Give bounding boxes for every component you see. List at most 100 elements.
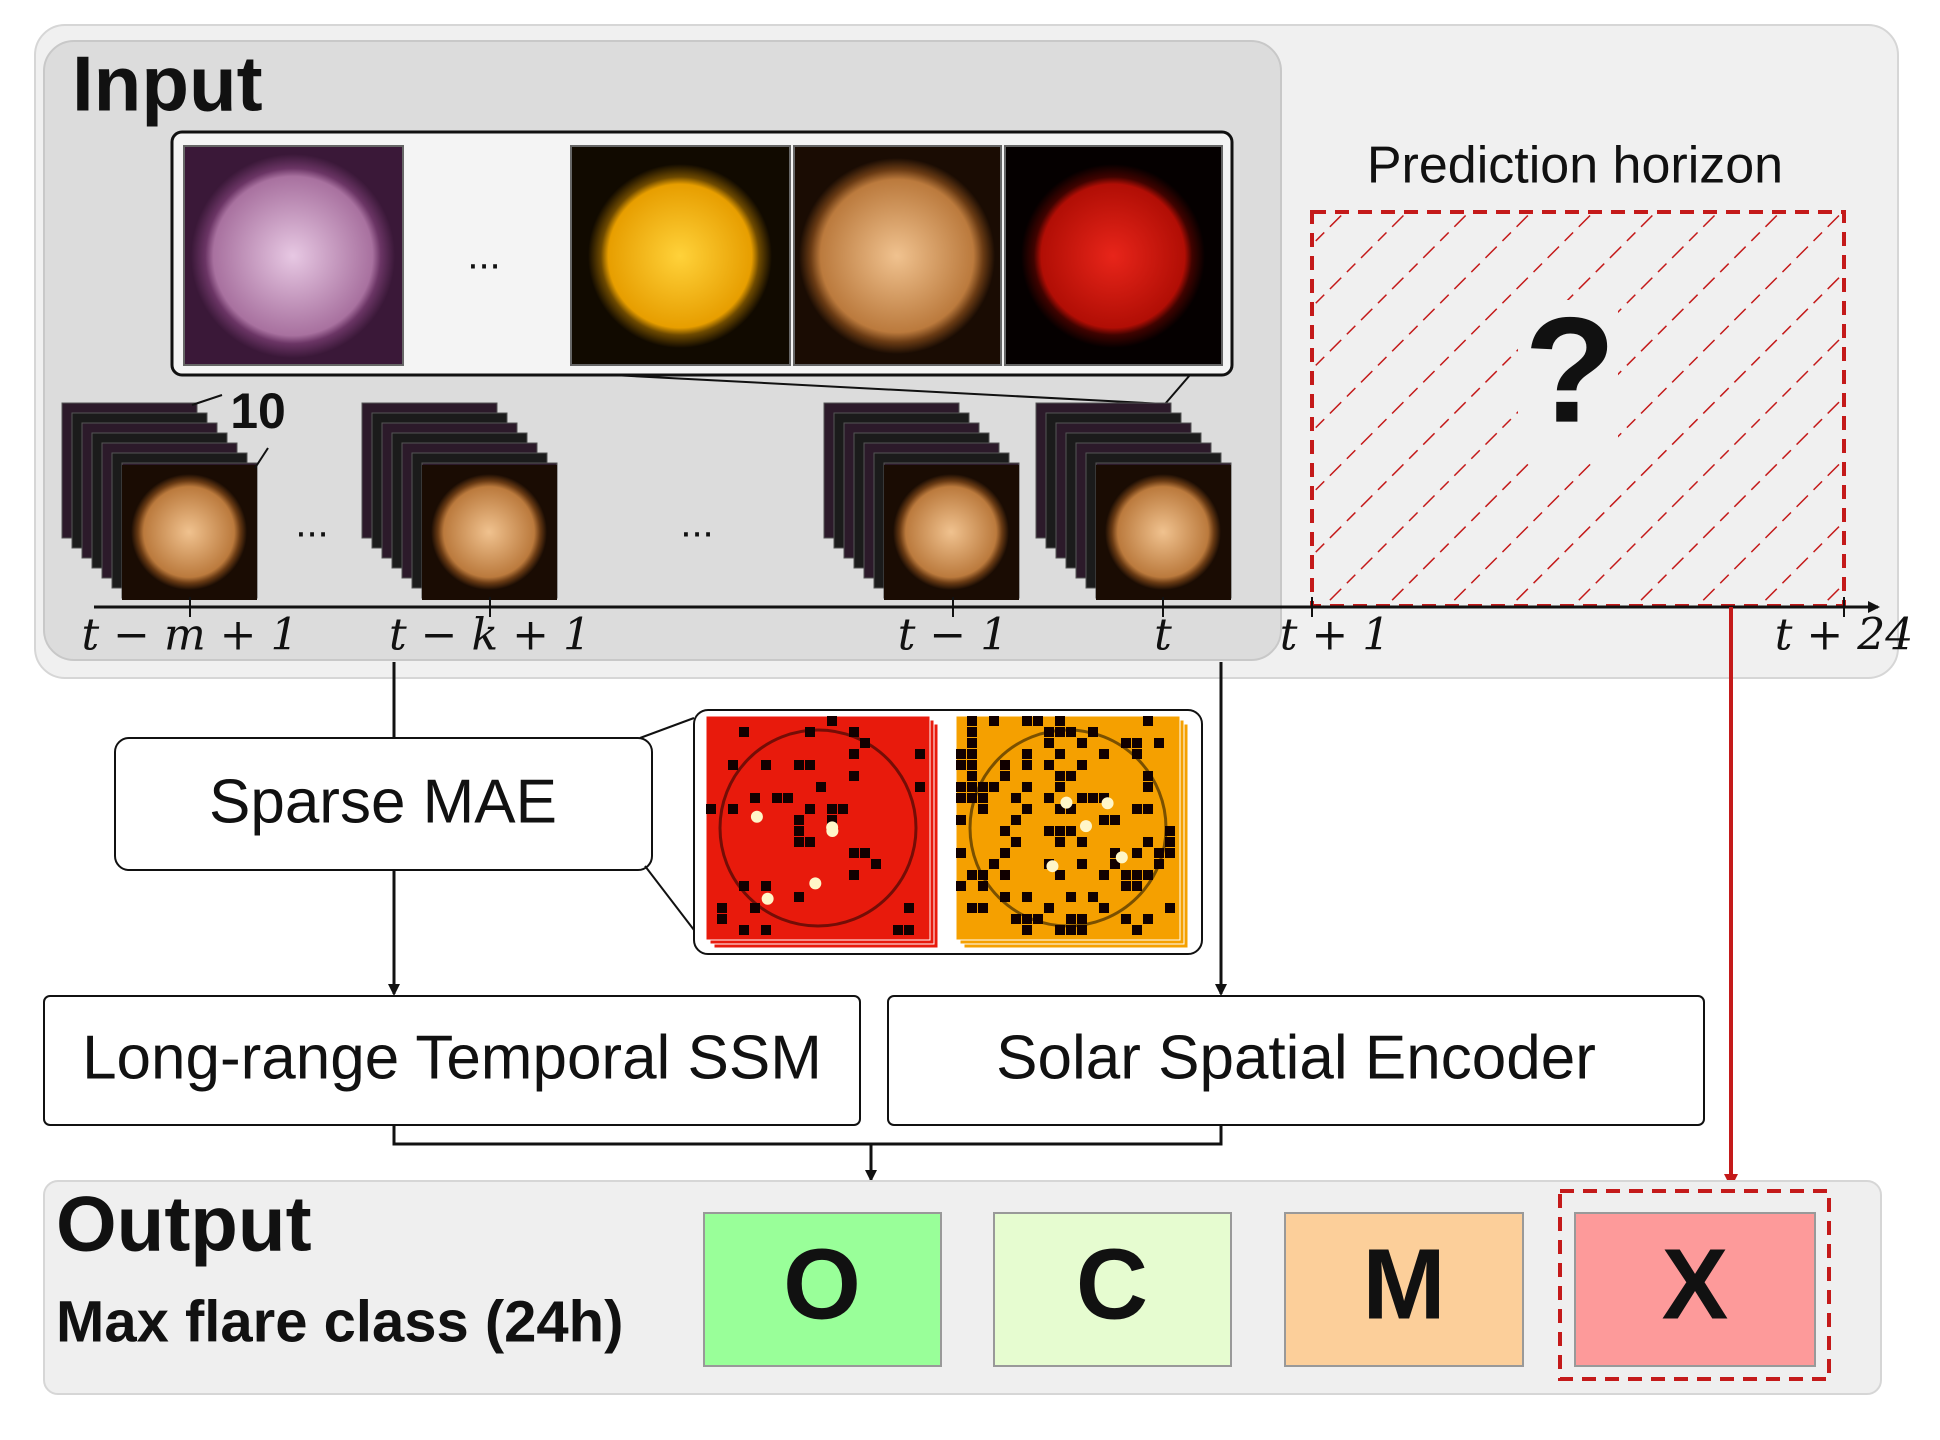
mask-patch — [1022, 804, 1032, 814]
mask-patch — [1077, 760, 1087, 770]
mask-patch — [956, 848, 966, 858]
mask-patch — [967, 749, 977, 759]
mask-patch — [1099, 749, 1109, 759]
mask-patch — [956, 793, 966, 803]
mask-patch — [1099, 870, 1109, 880]
mask-patch — [1077, 793, 1087, 803]
mask-patch — [1110, 848, 1120, 858]
time-label: t + 24 — [1775, 610, 1914, 661]
mask-patch — [816, 782, 826, 792]
mask-patch — [1121, 914, 1131, 924]
mask-patch — [1055, 727, 1065, 737]
mask-patch — [1066, 914, 1076, 924]
mask-patch — [967, 738, 977, 748]
ssm-box — [43, 995, 861, 1126]
count-pointer — [254, 447, 269, 469]
encoder-box — [887, 995, 1705, 1126]
class-label: O — [783, 1228, 861, 1340]
mask-patch — [783, 793, 793, 803]
mask-patch — [1044, 738, 1054, 748]
mask-patch — [1077, 738, 1087, 748]
sun-image — [191, 154, 395, 358]
masked-images — [705, 715, 1189, 949]
mask-patch — [1066, 771, 1076, 781]
mask-patch — [717, 914, 727, 924]
mask-patch — [1143, 870, 1153, 880]
mask-patch — [956, 760, 966, 770]
mask-patch — [1022, 749, 1032, 759]
timeline-ticks — [189, 597, 1845, 617]
mask-patch — [1022, 716, 1032, 726]
time-label: t − m + 1 — [81, 610, 298, 661]
sun-image — [588, 164, 772, 348]
mask-patch — [989, 782, 999, 792]
mask-patch — [750, 793, 760, 803]
mask-patch — [860, 848, 870, 858]
mask-patch — [904, 903, 914, 913]
mask-patch — [1066, 804, 1076, 814]
mask-patch — [1055, 716, 1065, 726]
mask-patch — [1022, 782, 1032, 792]
mask-patch — [805, 804, 815, 814]
sun-thumb — [431, 474, 547, 590]
mask-patch — [827, 804, 837, 814]
sun-thumb — [893, 474, 1009, 590]
mask-patch — [1055, 837, 1065, 847]
input-title: Input — [72, 40, 263, 128]
time-label: t − 1 — [898, 610, 1009, 661]
mask-patch — [967, 793, 977, 803]
mask-patch — [967, 903, 977, 913]
mask-patch — [849, 870, 859, 880]
mask-patch — [1044, 826, 1054, 836]
mask-patch — [849, 749, 859, 759]
mask-patch — [904, 925, 914, 935]
unknown-mark: ? — [1524, 286, 1616, 454]
mask-patch — [978, 793, 988, 803]
mask-patch — [761, 760, 771, 770]
mask-patch — [1110, 859, 1120, 869]
mask-patch — [805, 727, 815, 737]
mask-patch — [728, 760, 738, 770]
bright-spot — [809, 877, 822, 890]
mask-patch — [827, 716, 837, 726]
class-label: C — [1076, 1228, 1148, 1340]
mask-patch — [1055, 925, 1065, 935]
mask-patch — [1121, 738, 1131, 748]
mask-patch — [1011, 914, 1021, 924]
mask-patch — [978, 804, 988, 814]
class-box — [1574, 1212, 1816, 1367]
mask-patch — [1044, 760, 1054, 770]
bright-spot — [1079, 820, 1092, 833]
class-box — [993, 1212, 1232, 1367]
mask-patch — [772, 793, 782, 803]
mask-patch — [1132, 870, 1142, 880]
mask-patch — [706, 804, 716, 814]
mask-patch — [967, 760, 977, 770]
mask-patch — [1143, 716, 1153, 726]
bright-spot — [1101, 797, 1114, 810]
ellipsis: ... — [680, 502, 713, 546]
mask-patch — [1165, 837, 1175, 847]
sun-thumb — [1105, 474, 1221, 590]
mask-patch — [1022, 925, 1032, 935]
mask-patch — [967, 870, 977, 880]
mask-patch — [978, 903, 988, 913]
mask-patch — [1077, 837, 1087, 847]
sun-thumb — [131, 474, 247, 590]
mask-patch — [849, 727, 859, 737]
mask-patch — [1055, 749, 1065, 759]
mask-patch — [1154, 848, 1164, 858]
mask-patch — [1055, 804, 1065, 814]
mask-patch — [1022, 760, 1032, 770]
output-title: Output — [56, 1180, 312, 1268]
mask-patch — [978, 870, 988, 880]
merge-line — [392, 1125, 1223, 1146]
mask-patch — [1022, 892, 1032, 902]
mask-patch — [794, 760, 804, 770]
mask-patch — [838, 804, 848, 814]
time-label: t — [1154, 610, 1172, 661]
mask-patch — [1066, 925, 1076, 935]
mask-patch — [967, 727, 977, 737]
mask-patch — [1143, 782, 1153, 792]
mask-patch — [915, 782, 925, 792]
